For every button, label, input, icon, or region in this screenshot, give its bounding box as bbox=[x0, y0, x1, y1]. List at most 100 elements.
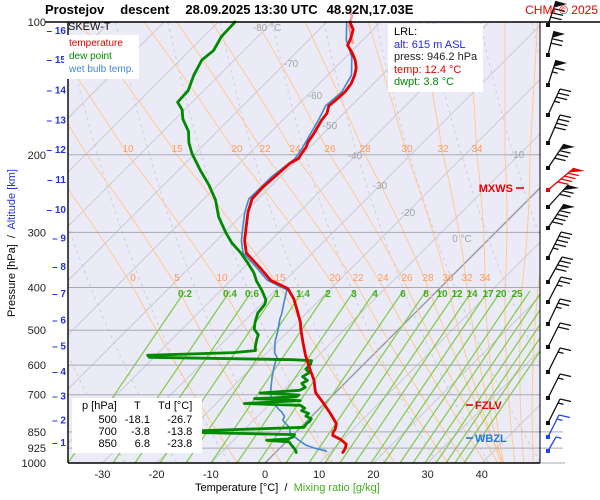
temp-tick-label: -20 bbox=[149, 469, 165, 481]
chart-label: -20 bbox=[401, 208, 416, 219]
temperature-curve bbox=[243, 20, 358, 454]
dry-adiabat-line bbox=[304, 22, 505, 463]
pressure-tick-label: 400 bbox=[28, 283, 46, 295]
altitude-tick-label: – 11 bbox=[47, 175, 66, 186]
pressure-tick-label: 700 bbox=[28, 390, 46, 402]
moist-adiabat-line bbox=[479, 22, 540, 239]
table-cell: 6.8 bbox=[134, 438, 150, 450]
mxws-label: MXWS bbox=[479, 183, 513, 195]
isotherm-line bbox=[373, 295, 540, 463]
altitude-tick-label: – 6 bbox=[52, 316, 66, 327]
chart-label: 22 bbox=[352, 273, 364, 284]
y-axis-pressure-label: Pressure [hPa] bbox=[6, 244, 18, 317]
chart-label: 14 bbox=[466, 289, 478, 300]
table-cell: 850 bbox=[98, 438, 117, 450]
wind-barb bbox=[546, 398, 572, 425]
altitude-tick-label: – 1 bbox=[52, 438, 66, 449]
table-header: T bbox=[134, 400, 141, 412]
chart-label: 15 bbox=[171, 144, 183, 155]
temp-tick-label: 20 bbox=[367, 469, 379, 481]
chart-label: 22 bbox=[259, 144, 271, 155]
pressure-tick-label: 925 bbox=[28, 443, 46, 455]
temp-tick-label: 40 bbox=[476, 469, 488, 481]
chart-label: 28 bbox=[422, 273, 434, 284]
altitude-tick-label: – 7 bbox=[52, 289, 66, 300]
chart-label: -10 bbox=[510, 150, 525, 161]
x-axis-temp-label: Temperature [°C] bbox=[195, 482, 279, 494]
chart-label: 26 bbox=[324, 144, 336, 155]
chart-label: 30 bbox=[401, 144, 413, 155]
table-cell: -18.1 bbox=[124, 414, 150, 426]
wind-barb bbox=[546, 167, 585, 192]
lrl-title: LRL: bbox=[394, 26, 418, 38]
chart-label: 8 bbox=[423, 289, 429, 300]
altitude-tick-label: – 9 bbox=[52, 234, 66, 245]
altitude-tick-label: – 3 bbox=[52, 391, 66, 402]
chart-label: 20 bbox=[329, 273, 341, 284]
temp-tick-label: 0 bbox=[262, 469, 268, 481]
wind-barb bbox=[546, 0, 567, 27]
chart-label: 6 bbox=[400, 289, 406, 300]
wetbulb-curve bbox=[240, 21, 353, 453]
chart-label: 5 bbox=[174, 273, 180, 284]
lrl-temp: temp: 12.4 °C bbox=[394, 63, 462, 76]
wind-barb bbox=[546, 414, 571, 439]
wbzl-label: WBZL bbox=[475, 433, 507, 445]
table-row: 850 6.8 -23.8 bbox=[78, 438, 196, 450]
chart-label: 0 bbox=[130, 273, 136, 284]
mixing-ratio-line bbox=[424, 292, 540, 463]
dry-adiabat-line bbox=[176, 22, 467, 463]
sounding-coords: 48.92N,17.03E bbox=[326, 2, 414, 17]
mixing-ratio-line bbox=[370, 290, 489, 463]
x-axis-mixing-label: Mixing ratio [g/kg] bbox=[293, 482, 380, 494]
mixing-ratio-line bbox=[185, 290, 304, 463]
dry-adiabat-line bbox=[68, 63, 332, 463]
mixing-ratio-line bbox=[445, 323, 540, 463]
moist-adiabat-line bbox=[115, 22, 282, 463]
chart-label: 34 bbox=[471, 144, 483, 155]
isotherm-line bbox=[535, 458, 540, 463]
chart-label: -40 bbox=[348, 151, 363, 162]
mixing-ratio-line bbox=[435, 309, 540, 463]
dry-adiabat-line bbox=[68, 188, 238, 463]
sounding-datetime: 28.09.2025 13:30 UTC bbox=[185, 2, 318, 17]
altitude-tick-label: – 12 bbox=[47, 145, 67, 156]
table-cell: -23.8 bbox=[167, 438, 193, 450]
x-axis-title: Temperature [°C] / Mixing ratio [g/kg] bbox=[195, 482, 380, 494]
chart-label: 34 bbox=[479, 273, 491, 284]
legend-item: temperature bbox=[69, 38, 123, 49]
chart-label: 28 bbox=[359, 144, 371, 155]
legend-item: dew point bbox=[69, 51, 112, 62]
chart-label: -50 bbox=[323, 121, 338, 132]
chart-label: 25 bbox=[511, 289, 523, 300]
chart-label: 10 bbox=[122, 144, 134, 155]
isotherm-line bbox=[427, 349, 540, 463]
altitude-tick-label: – 4 bbox=[52, 367, 66, 378]
wind-barb bbox=[546, 347, 572, 374]
chart-label: 24 bbox=[377, 273, 389, 284]
wind-barb bbox=[546, 30, 565, 57]
temp-tick-label: -30 bbox=[94, 469, 110, 481]
chart-label: 12 bbox=[451, 289, 463, 300]
temp-tick-label: 30 bbox=[421, 469, 433, 481]
dry-adiabat-line bbox=[531, 271, 540, 463]
altitude-tick-label: – 15 bbox=[47, 55, 67, 66]
chart-label: 4 bbox=[372, 289, 378, 300]
mixing-ratio-line bbox=[412, 290, 531, 463]
fzlv-label: FZLV bbox=[475, 400, 502, 412]
mixing-ratio-line bbox=[285, 290, 404, 463]
pressure-tick-label: 200 bbox=[28, 150, 46, 162]
x-axis-sep: / bbox=[281, 482, 291, 494]
lrl-alt: alt: 615 m ASL bbox=[394, 38, 466, 51]
isotherm-line bbox=[68, 22, 219, 173]
legend-item: wet bulb temp. bbox=[69, 64, 135, 75]
table-header: p [hPa] bbox=[82, 400, 117, 412]
chart-type-label: SKEW-T bbox=[68, 21, 111, 33]
y-axis-sep: / bbox=[6, 232, 18, 242]
altitude-tick-label: – 2 bbox=[52, 416, 66, 427]
chart-label: -30 bbox=[373, 181, 388, 192]
wind-barb bbox=[546, 436, 562, 453]
chart-label: 10 bbox=[216, 273, 228, 284]
chart-label: -60 bbox=[308, 91, 323, 102]
table-cell: -3.8 bbox=[130, 426, 150, 438]
